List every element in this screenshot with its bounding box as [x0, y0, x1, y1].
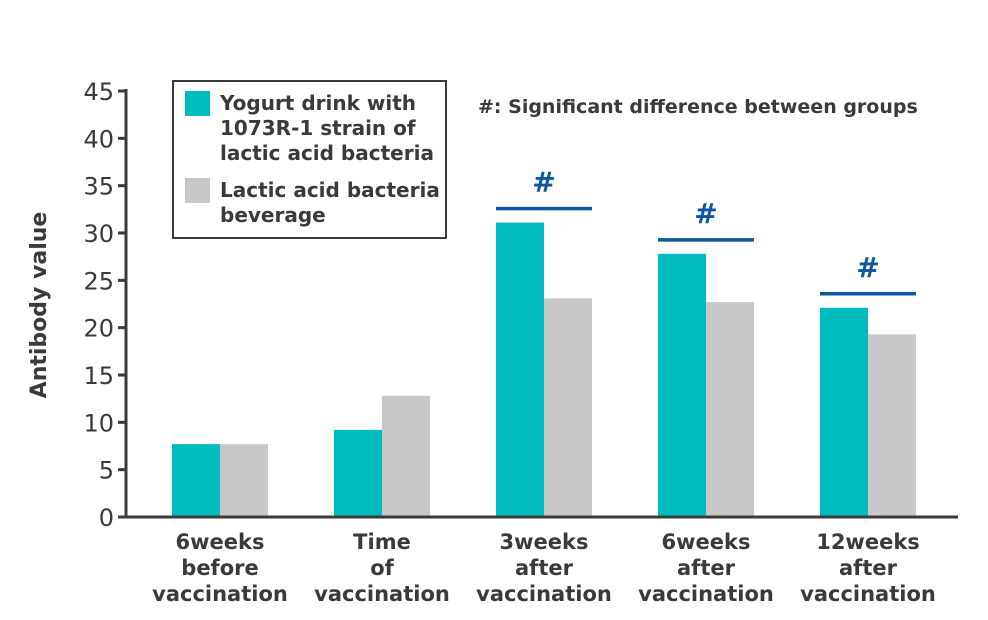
legend-label: Lactic acid bacteria beverage	[220, 178, 440, 227]
significance-mark: #	[856, 251, 879, 284]
significance-markers: # # #	[496, 166, 916, 296]
y-tick-label: 15	[83, 362, 114, 390]
legend: Yogurt drink with 1073R-1 strain of lactic…	[172, 80, 447, 239]
x-category-label: 6weeks before vaccination	[152, 530, 288, 606]
bar-series-1	[658, 253, 706, 516]
y-axis-title: Antibody value	[27, 212, 52, 399]
legend-label: Yogurt drink with 1073R-1 strain of lactic…	[219, 91, 434, 165]
bar-series-1	[496, 222, 544, 516]
bar-series-2	[706, 302, 754, 516]
x-category-label: 12weeks after vaccination	[800, 530, 936, 606]
bar-series-2	[544, 298, 592, 516]
y-tick-label: 5	[99, 457, 114, 485]
legend-box	[172, 80, 447, 239]
bar-series-1	[172, 444, 220, 516]
y-tick-label: 0	[99, 504, 114, 532]
legend-swatch	[185, 178, 210, 203]
axes: 0 5 10 15 20 25 30 35 40 45	[83, 78, 958, 532]
legend-swatch	[185, 91, 210, 116]
y-tick-label: 20	[83, 315, 114, 343]
y-tick-label: 45	[83, 78, 114, 106]
bars	[172, 222, 916, 516]
bar-series-1	[334, 429, 382, 516]
x-category-label: 3weeks after vaccination	[476, 530, 612, 606]
significance-note: #: Significant difference between groups	[478, 96, 918, 118]
bar-series-2	[868, 334, 916, 516]
y-tick-label: 35	[83, 173, 114, 201]
bar-series-2	[382, 395, 430, 516]
significance-mark: #	[694, 197, 717, 230]
x-category-label: 6weeks after vaccination	[638, 530, 774, 606]
y-tick-label: 10	[83, 409, 114, 437]
y-tick-label: 30	[83, 220, 114, 248]
bar-series-1	[820, 307, 868, 516]
bar-series-2	[220, 444, 268, 516]
x-category-label: Time of vaccination	[314, 530, 450, 606]
significance-mark: #	[532, 166, 555, 199]
y-tick-label: 40	[83, 125, 114, 153]
x-axis-labels: 6weeks before vaccination Time of vaccination…	[152, 530, 936, 606]
y-tick-label: 25	[83, 267, 114, 295]
